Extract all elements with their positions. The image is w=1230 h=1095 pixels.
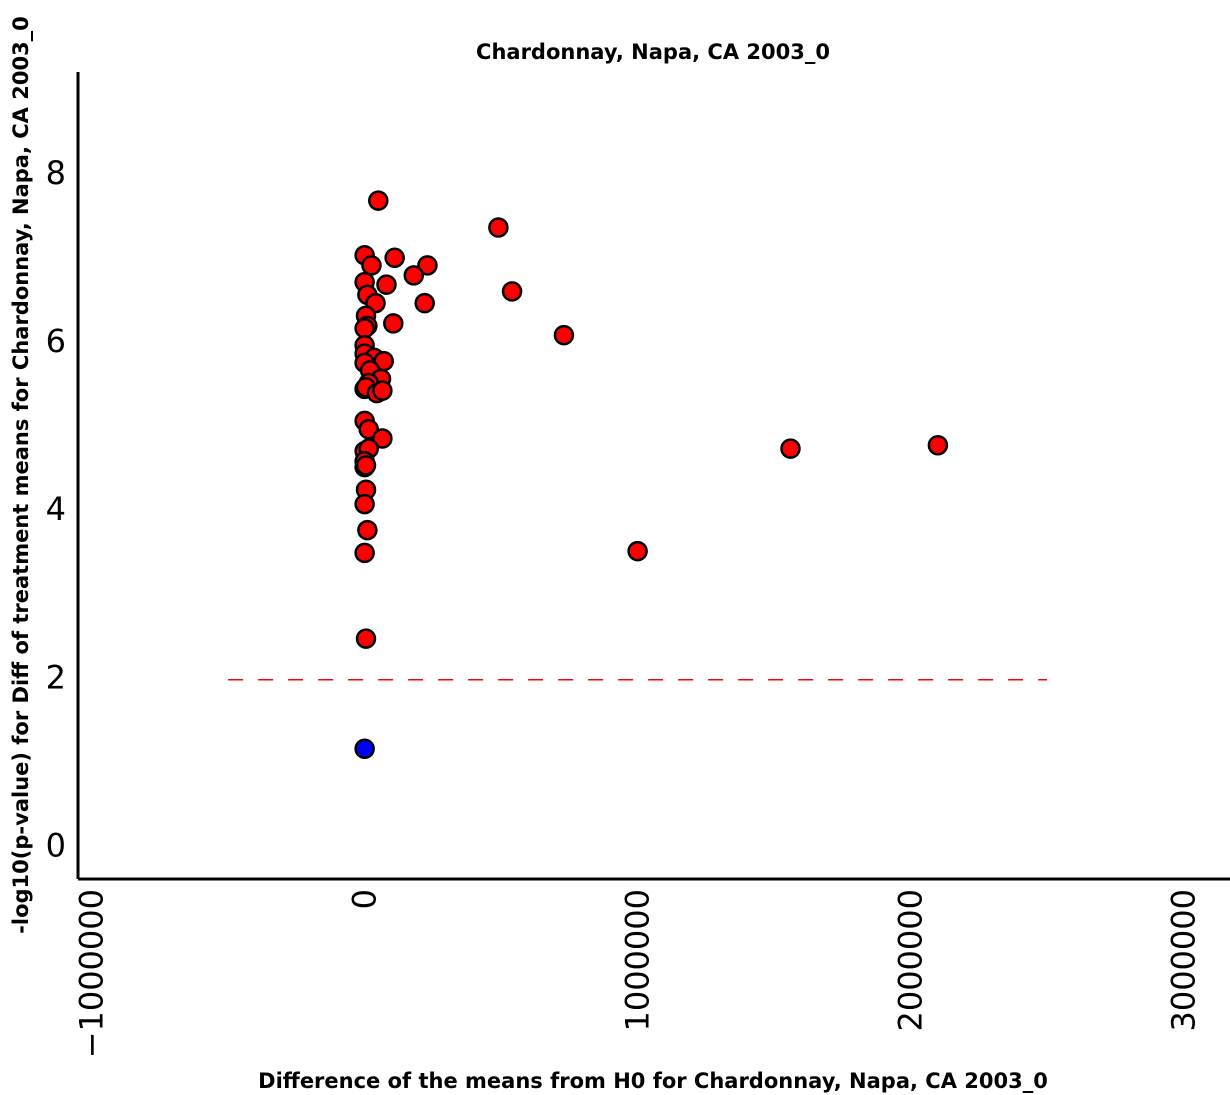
significant-point xyxy=(627,540,648,562)
y-tick-label: 2 xyxy=(46,658,66,696)
x-tick-label: 3000000 xyxy=(1165,889,1203,1032)
significant-point xyxy=(384,247,405,269)
significant-point xyxy=(368,190,389,211)
significant-point xyxy=(417,255,438,276)
x-tick-label: 0 xyxy=(346,889,384,909)
significant-point xyxy=(553,324,575,346)
x-axis-label: Difference of the means from H0 for Char… xyxy=(258,1069,1048,1093)
significant-point xyxy=(372,380,393,401)
significant-point xyxy=(376,274,397,295)
significant-point xyxy=(355,455,377,476)
significant-point xyxy=(780,438,801,459)
x-tick-label: 1000000 xyxy=(619,889,657,1032)
significant-point xyxy=(927,434,949,456)
y-ticks: 0 2 4 6 8 xyxy=(46,154,66,865)
y-tick-label: 0 xyxy=(46,826,66,864)
significant-point xyxy=(355,628,377,649)
x-tick-label: −1000000 xyxy=(73,889,111,1058)
y-tick-label: 8 xyxy=(46,154,66,192)
y-tick-label: 4 xyxy=(46,490,66,528)
significant-point xyxy=(403,265,425,286)
significant-point xyxy=(354,542,375,564)
significant-point xyxy=(383,313,404,334)
non-significant-point xyxy=(354,738,375,759)
y-tick-label: 6 xyxy=(46,322,66,360)
chart-title: Chardonnay, Napa, CA 2003_0 xyxy=(476,40,830,64)
x-tick-label: 2000000 xyxy=(892,889,930,1032)
significant-point xyxy=(414,292,435,314)
significant-point xyxy=(354,493,375,515)
significant-point xyxy=(372,428,393,449)
significant-point xyxy=(358,419,379,440)
significant-point xyxy=(357,519,378,541)
significant-point xyxy=(354,318,375,339)
x-ticks: −1000000 0 1000000 2000000 3000000 xyxy=(73,889,1203,1058)
significant-point xyxy=(488,217,509,238)
plot-area xyxy=(228,190,1048,759)
significant-point xyxy=(361,255,382,276)
y-axis-label: -log10(p-value) for Diff of treatment me… xyxy=(9,16,33,934)
significant-point xyxy=(501,281,523,302)
